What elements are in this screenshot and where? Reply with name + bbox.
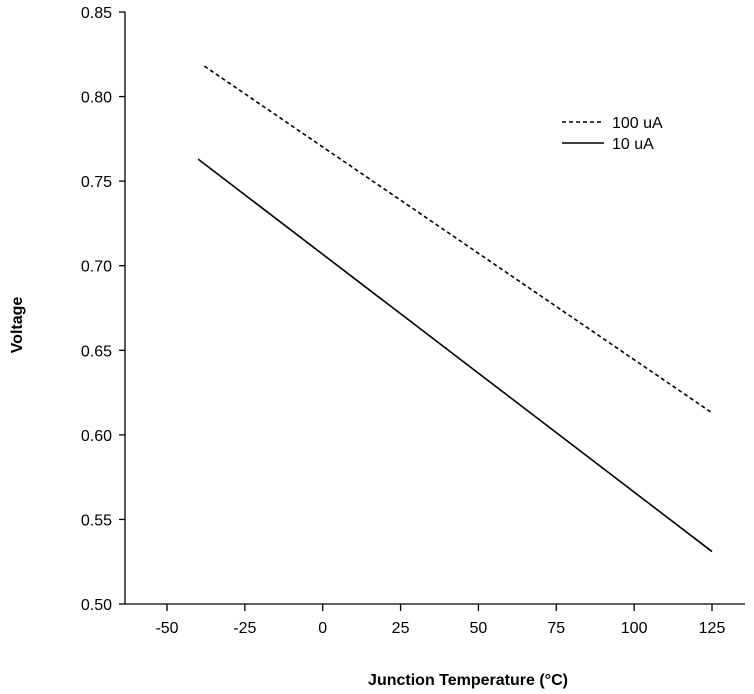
x-tick-label: -25: [233, 620, 256, 637]
y-tick-label: 0.55: [81, 512, 112, 529]
x-tick-label: -50: [155, 620, 178, 637]
legend-label-1: 100 uA: [612, 115, 663, 132]
y-tick-label: 0.70: [81, 259, 112, 276]
x-tick-label: 0: [318, 620, 327, 637]
y-tick-label: 0.50: [81, 597, 112, 614]
y-tick-label: 0.85: [81, 5, 112, 22]
series-line-1: [203, 65, 713, 414]
legend: 100 uA 10 uA: [562, 115, 663, 153]
y-tick-label: 0.75: [81, 174, 112, 191]
series-line-2: [197, 158, 713, 553]
y-tick-label: 0.65: [81, 343, 112, 360]
legend-label-2: 10 uA: [612, 136, 654, 153]
x-axis-ticks: -50 -25 0 25 50 75 100 125: [155, 604, 725, 637]
x-tick-label: 25: [392, 620, 410, 637]
series-layer: [197, 65, 713, 553]
x-axis-title: Junction Temperature (°C): [368, 672, 568, 689]
y-tick-label: 0.60: [81, 428, 112, 445]
x-tick-label: 75: [547, 620, 565, 637]
x-tick-label: 50: [470, 620, 488, 637]
x-tick-label: 100: [621, 620, 648, 637]
y-tick-label: 0.80: [81, 90, 112, 107]
x-tick-label: 125: [699, 620, 726, 637]
y-axis-title: Voltage: [9, 297, 26, 354]
y-axis-ticks: 0.50 0.55 0.60 0.65 0.70 0.75 0.80 0.85: [81, 5, 125, 614]
